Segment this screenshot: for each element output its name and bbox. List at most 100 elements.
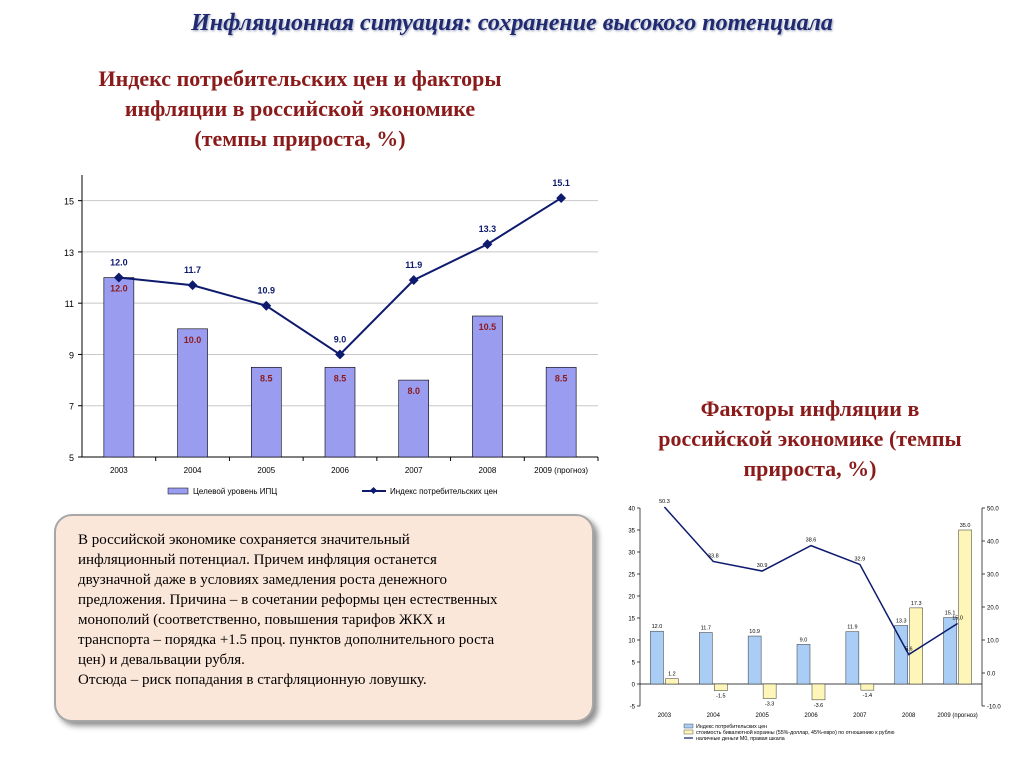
- line-value-label: 11.9: [405, 260, 422, 270]
- y-tick-label-right: 40.0: [987, 540, 999, 546]
- x-tick-label: 2003: [658, 713, 672, 719]
- y-tick-label: 5: [69, 453, 74, 463]
- x-tick-label: 2004: [184, 466, 202, 475]
- x-tick-label: 2009 (прогноз): [937, 713, 977, 719]
- m0-value-label: 38.6: [806, 538, 817, 544]
- y-tick-label: 15: [64, 197, 74, 207]
- y-tick-label-left: 25: [628, 573, 635, 579]
- y-tick-label-right: 0.0: [987, 672, 996, 678]
- line-value-label: 9.0: [334, 334, 347, 344]
- m0-line: [663, 506, 958, 656]
- legend-swatch-basket: [683, 729, 694, 735]
- commentary-line: двузначной даже в условиях замедления ро…: [78, 572, 447, 588]
- y-tick-label-left: -5: [630, 705, 636, 711]
- y-tick-label-left: 30: [628, 551, 635, 557]
- commentary-line: В российской экономике сохраняется значи…: [78, 532, 410, 548]
- bar-cpi: [747, 635, 762, 685]
- factors-chart: -5 0 5 10 15 20 25 30 35 40 -10.0 0.0 10.0 20.0 30.0 40…: [628, 499, 1001, 742]
- m0-value-label: 5.6: [905, 647, 913, 653]
- line-marker: [335, 349, 345, 360]
- chart1-heading-line: (темпы прироста, %): [194, 126, 406, 151]
- m0-value-label: 15.0: [952, 616, 963, 622]
- bar: [324, 366, 356, 458]
- bar-value-label: 8.5: [334, 373, 347, 383]
- page-title: Инфляционная ситуация: сохранение высоко…: [191, 10, 833, 36]
- bar-basket: [811, 683, 826, 701]
- y-tick-label: 7: [69, 402, 74, 412]
- line-marker: [113, 272, 124, 283]
- commentary-line: Отсюда – риск попадания в стагфляционную…: [78, 672, 427, 688]
- y-tick-label-left: 5: [632, 661, 636, 667]
- bar-value-label: 10.0: [184, 335, 202, 345]
- chart1-heading-line: инфляции в российской экономике: [124, 96, 476, 121]
- commentary-line: цен) и девальвации рубля.: [78, 652, 245, 668]
- x-tick-label: 2005: [755, 713, 769, 719]
- line-marker: [261, 300, 272, 311]
- bar: [545, 366, 577, 458]
- bar-cpi: [796, 644, 811, 685]
- bar-basket: [665, 678, 679, 685]
- bar: [472, 315, 503, 458]
- bar-basket-label: 17.3: [911, 601, 922, 607]
- chart2-heading-line: прироста, %): [743, 456, 877, 481]
- bar-cpi-label: 9.0: [800, 637, 808, 643]
- bar-value-label: 8.0: [407, 386, 420, 396]
- bar-basket: [958, 529, 972, 685]
- line-value-label: 15.1: [552, 178, 570, 188]
- x-tick-label: 2007: [405, 466, 423, 475]
- commentary-line: инфляционный потенциал. Причем инфляция …: [78, 552, 437, 568]
- y-tick-label-left: 0: [632, 683, 636, 689]
- y-tick-label-right: 30.0: [987, 573, 999, 579]
- commentary-line: предложения. Причина – в сочетании рефор…: [78, 592, 498, 608]
- line-value-label: 11.7: [184, 265, 201, 275]
- commentary-line: транспорта – порядка +1.5 проц. пунктов …: [78, 632, 495, 648]
- x-tick-label: 2009 (прогноз): [534, 466, 588, 475]
- y-tick-label-left: 40: [628, 507, 635, 513]
- bar-value-label: 8.5: [260, 373, 273, 383]
- bar-basket-label: -3.6: [814, 703, 823, 709]
- y-tick-label-left: 35: [628, 529, 635, 535]
- legend-label: Целевой уровень ИПЦ: [193, 487, 277, 496]
- legend-label: наличные деньги М0, правая шкала: [696, 736, 785, 742]
- x-tick-label: 2006: [804, 713, 818, 719]
- x-tick-label: 2003: [110, 466, 128, 475]
- y-tick-label-right: 20.0: [987, 606, 999, 612]
- y-tick-label-right: -10.0: [987, 705, 1001, 711]
- legend-label: стоимость бивалютной корзины (55%-доллар…: [696, 729, 895, 736]
- legend-swatch-marker: [369, 486, 378, 495]
- bar-cpi: [894, 625, 908, 685]
- commentary-box: В российской экономике сохраняется значи…: [54, 514, 594, 722]
- x-tick-label: 2005: [257, 466, 275, 475]
- chart2-heading-line: российской экономике (темпы: [658, 426, 962, 451]
- y-tick-label-right: 50.0: [987, 507, 999, 513]
- x-tick-label: 2006: [331, 466, 349, 475]
- x-tick-label: 2008: [479, 466, 497, 475]
- bar: [398, 379, 430, 458]
- cpi-chart: 5 7 9 11 13 15 12.0 10.0 8.5 8.5 8.0 10.5 8.5 12.0 11.…: [64, 175, 599, 496]
- legend-label: Индекс потребительских цен: [390, 487, 497, 496]
- bar-cpi: [943, 617, 957, 685]
- bar-basket-label: -1.5: [716, 694, 725, 700]
- line-value-label: 12.0: [110, 258, 128, 268]
- x-tick-label: 2004: [707, 713, 721, 719]
- legend-swatch-cpi: [683, 723, 694, 729]
- bar-cpi: [650, 630, 664, 685]
- bar-cpi: [845, 631, 860, 685]
- bar-basket: [762, 683, 777, 699]
- y-tick-label: 13: [64, 248, 74, 258]
- line-marker: [556, 193, 567, 204]
- chart1-heading: Индекс потребительских цен и факторы инф…: [80, 64, 520, 154]
- y-tick-label-left: 15: [628, 617, 635, 623]
- bar: [103, 277, 135, 458]
- chart2-heading-line: Факторы инфляции в: [700, 396, 920, 421]
- bar: [177, 328, 208, 458]
- bar-value-label: 8.5: [555, 373, 568, 383]
- chart2-heading: Факторы инфляции в российской экономике …: [610, 394, 1010, 484]
- m0-value-label: 33.8: [708, 553, 719, 559]
- bar-cpi-label: 11.7: [701, 626, 711, 632]
- y-tick-label-left: 20: [628, 595, 635, 601]
- bar-cpi-label: 15.1: [945, 611, 956, 617]
- bar-basket: [714, 683, 728, 691]
- bar-cpi-label: 11.9: [847, 625, 857, 631]
- bar-cpi-label: 10.9: [749, 629, 760, 635]
